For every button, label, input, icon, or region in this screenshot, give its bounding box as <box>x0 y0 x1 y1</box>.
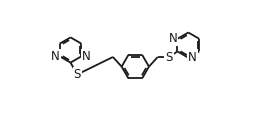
Text: N: N <box>169 32 177 45</box>
Text: S: S <box>165 50 173 64</box>
Text: N: N <box>82 50 90 63</box>
Text: N: N <box>188 51 197 64</box>
Text: N: N <box>51 50 60 63</box>
Text: S: S <box>73 68 81 81</box>
